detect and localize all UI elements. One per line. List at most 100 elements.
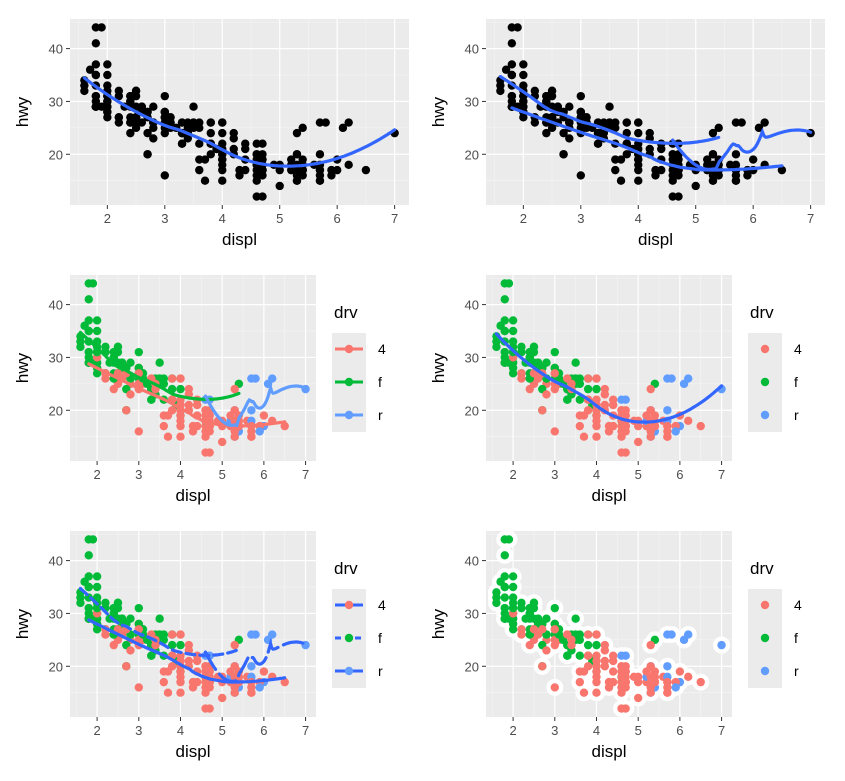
data-point xyxy=(189,123,198,133)
data-point xyxy=(122,662,131,671)
y-tick-label: 40 xyxy=(465,554,479,569)
smooth-line-r xyxy=(671,127,813,172)
panel-middle-left: 2 3 4 5 6 7 20 30 40 displ hwy drv 4 f r xyxy=(13,275,386,505)
data-point xyxy=(195,165,204,175)
x-tick-label: 7 xyxy=(718,723,725,738)
data-point xyxy=(500,353,509,362)
data-point xyxy=(533,374,543,383)
data-point xyxy=(517,369,526,378)
x-axis-title: displ xyxy=(592,742,627,761)
data-point xyxy=(575,421,585,431)
data-point xyxy=(621,406,630,415)
data-point xyxy=(88,279,98,288)
data-point xyxy=(149,134,158,143)
data-point xyxy=(298,165,307,175)
data-point xyxy=(195,155,204,164)
x-axis-title: displ xyxy=(176,742,211,761)
x-tick-label: 7 xyxy=(807,211,814,226)
data-point xyxy=(517,598,526,608)
panel-bottom-right: 2 3 4 5 6 7 20 30 40 displ hwy drv 4 f r xyxy=(429,530,802,761)
data-point xyxy=(88,535,98,544)
data-point xyxy=(592,384,601,394)
data-point xyxy=(550,347,559,357)
x-tick-label: 7 xyxy=(391,211,398,226)
legend: drv 4 f r xyxy=(332,303,386,432)
data-point xyxy=(92,326,102,336)
data-point xyxy=(259,411,269,420)
y-axis-title: hwy xyxy=(429,608,448,639)
data-point xyxy=(247,630,256,639)
y-axis-title: hwy xyxy=(13,608,32,639)
data-point xyxy=(92,572,102,581)
data-point xyxy=(134,347,143,357)
data-point xyxy=(247,688,256,697)
data-point xyxy=(663,677,672,687)
x-tick-label: 4 xyxy=(219,211,226,226)
data-point xyxy=(176,384,185,394)
data-point xyxy=(583,384,593,394)
data-point xyxy=(258,139,267,148)
data-point xyxy=(103,70,112,80)
smooth-line-f xyxy=(78,586,241,657)
data-point xyxy=(226,411,235,420)
data-point xyxy=(103,107,112,117)
data-point xyxy=(252,171,261,180)
data-point xyxy=(583,640,593,650)
data-point xyxy=(582,113,591,122)
smooth-line-r xyxy=(203,382,308,428)
data-point xyxy=(91,39,101,48)
data-point xyxy=(663,374,672,383)
x-tick-label: 6 xyxy=(676,723,683,738)
data-point xyxy=(275,181,284,191)
data-point xyxy=(167,640,177,650)
data-point xyxy=(622,118,631,127)
data-point xyxy=(696,421,705,431)
legend-key-point xyxy=(344,633,354,643)
data-point xyxy=(230,640,239,650)
data-point xyxy=(84,353,93,362)
data-point xyxy=(226,667,235,676)
data-point xyxy=(76,342,85,352)
data-point xyxy=(241,144,250,154)
data-point xyxy=(708,160,718,170)
data-point xyxy=(529,342,539,352)
data-point xyxy=(218,128,227,138)
data-point xyxy=(508,619,518,629)
data-point xyxy=(714,123,723,133)
data-point xyxy=(192,421,202,431)
x-axis-title: displ xyxy=(222,230,257,249)
data-point xyxy=(553,102,563,111)
data-point xyxy=(338,123,348,133)
data-point xyxy=(258,150,267,159)
data-point xyxy=(103,60,112,69)
x-tick-label: 2 xyxy=(509,467,516,482)
data-point xyxy=(332,165,342,175)
data-point xyxy=(91,23,101,32)
data-point xyxy=(525,614,534,623)
data-point xyxy=(575,651,585,660)
data-point xyxy=(137,102,147,111)
data-point xyxy=(189,102,198,111)
data-point xyxy=(159,667,169,676)
data-point xyxy=(287,155,296,164)
y-tick-label: 40 xyxy=(49,42,63,57)
data-point xyxy=(103,81,112,90)
data-point xyxy=(550,683,559,692)
data-point xyxy=(550,427,559,436)
data-point xyxy=(492,342,501,352)
data-point xyxy=(592,651,601,660)
data-point xyxy=(508,572,518,581)
data-point xyxy=(218,118,227,127)
data-point xyxy=(501,65,511,74)
data-point xyxy=(519,70,528,80)
data-point xyxy=(608,400,618,410)
data-point xyxy=(131,86,141,96)
data-point xyxy=(642,667,651,676)
data-point xyxy=(611,165,620,175)
data-point xyxy=(167,374,177,383)
data-point xyxy=(201,448,210,457)
legend-label: r xyxy=(794,663,799,679)
data-point xyxy=(195,139,204,148)
data-point xyxy=(195,123,204,133)
smooth-line-4 xyxy=(87,362,287,428)
